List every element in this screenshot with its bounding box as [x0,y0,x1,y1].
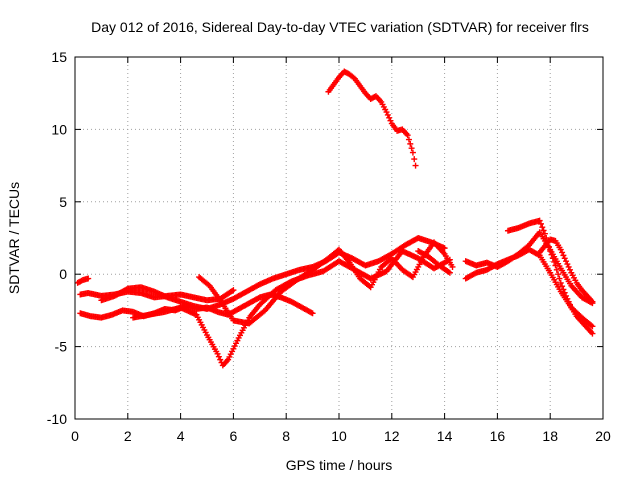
data-point [557,279,564,286]
ticks: 0 2 4 6 8 10 12 14 16 18 20 -10 -5 0 5 10 15 [47,49,611,444]
data-point [552,262,559,269]
series-arc2 [77,287,237,304]
data-point [555,271,562,278]
data-point [446,269,453,276]
x-axis-label: GPS time / hours [286,457,393,473]
x-tick-label: 2 [124,428,132,444]
series-arc6 [196,239,456,327]
data-point [411,156,418,163]
grid [75,57,603,419]
series-arc8 [415,248,453,276]
data-point [536,217,543,224]
data-point [551,258,558,265]
x-tick-label: 4 [177,428,185,444]
x-tick-label: 10 [331,428,347,444]
data-point [589,323,596,330]
y-axis-label: SDTVAR / TECUs [6,182,22,294]
chart-title: Day 012 of 2016, Sidereal Day-to-day VTE… [91,19,589,35]
data-point [540,227,547,234]
data-points [74,68,596,369]
y-tick-label: 10 [51,121,67,137]
x-tick-label: 0 [71,428,79,444]
data-point [553,266,560,273]
series-arc11 [504,217,596,337]
data-point [539,224,546,231]
x-tick-label: 12 [384,428,400,444]
data-point [537,220,544,227]
data-point [560,286,567,293]
data-point [404,132,411,139]
data-point [559,283,566,290]
data-point [547,248,554,255]
data-point [543,235,550,241]
data-point [541,230,548,237]
data-point [408,145,415,152]
data-point [412,162,419,169]
data-point [548,251,555,258]
y-tick-label: -10 [47,411,67,427]
y-tick-label: 5 [59,194,67,210]
data-point [449,263,456,270]
x-tick-label: 6 [230,428,238,444]
data-point [405,136,412,143]
y-tick-label: 0 [59,266,67,282]
x-tick-label: 20 [595,428,611,444]
series-arc5 [130,248,453,369]
data-point [556,275,563,282]
series-arc7 [325,68,419,169]
data-point [85,275,92,282]
data-point [309,310,316,317]
data-point [549,255,556,262]
data-point [230,287,237,294]
data-point [409,149,416,156]
x-tick-label: 16 [490,428,506,444]
series-arc1 [74,275,92,286]
x-tick-label: 18 [542,428,558,444]
data-point [589,298,596,305]
y-tick-label: 15 [51,49,67,65]
data-point [407,140,414,147]
data-point [589,330,596,337]
x-tick-label: 8 [282,428,290,444]
x-tick-label: 14 [437,428,453,444]
series-arc12 [536,236,596,305]
y-tick-label: -5 [55,339,68,355]
data-point [561,289,568,296]
